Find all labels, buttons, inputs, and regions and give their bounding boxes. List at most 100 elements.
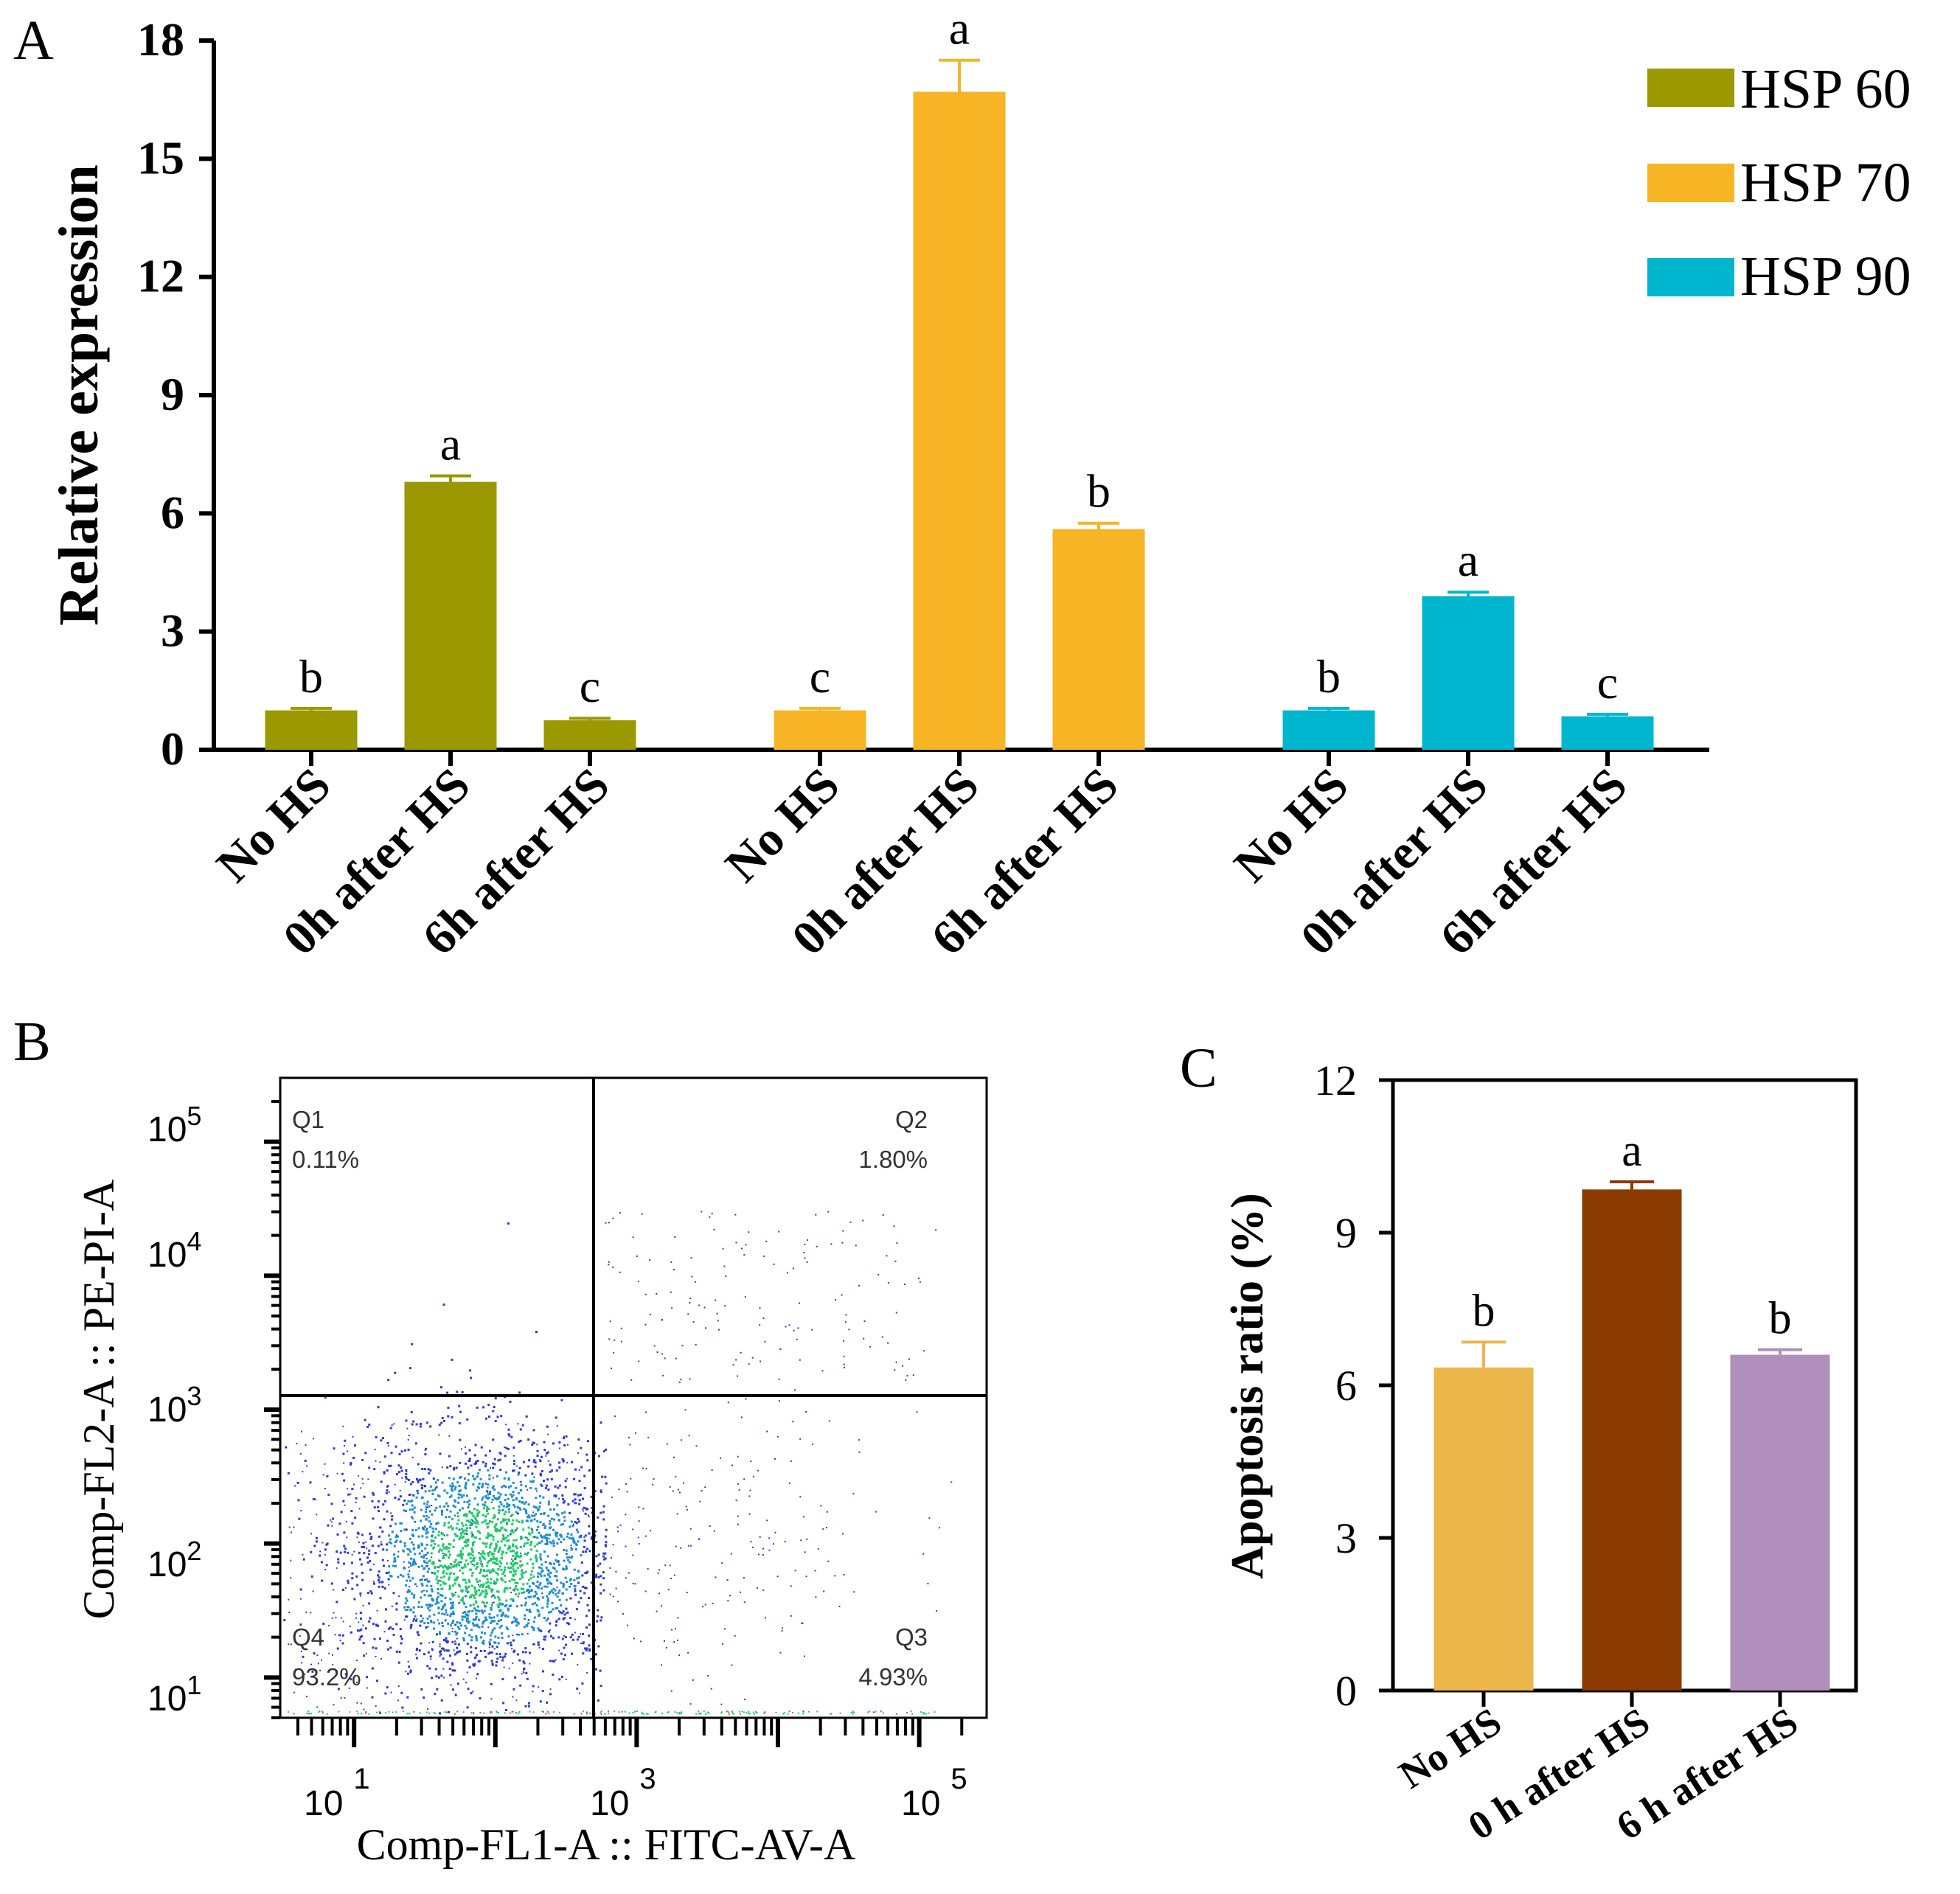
flow-event [748, 1495, 751, 1497]
flow-event [403, 1499, 406, 1502]
flow-event [514, 1620, 517, 1623]
flow-event [525, 1553, 528, 1556]
flow-event [612, 1266, 614, 1268]
flow-event [555, 1620, 558, 1623]
flow-event [642, 1467, 644, 1469]
flow-event [474, 1647, 477, 1650]
flow-event [540, 1512, 543, 1515]
flow-event [875, 1511, 877, 1513]
flow-event [459, 1532, 462, 1535]
flow-event [424, 1449, 426, 1451]
flow-event [740, 1247, 743, 1250]
flow-event [526, 1589, 529, 1592]
flow-event [502, 1534, 505, 1537]
flow-event [536, 1455, 539, 1458]
flow-event [458, 1538, 461, 1541]
flow-event [602, 1511, 605, 1514]
flow-event [428, 1489, 431, 1492]
flow-event [403, 1542, 406, 1545]
flow-event [420, 1578, 423, 1581]
flow-event [692, 1321, 695, 1323]
flow-event [459, 1555, 462, 1558]
flow-event [515, 1554, 518, 1557]
flow-event [611, 1496, 613, 1498]
flow-event [428, 1510, 431, 1513]
flow-event [595, 1555, 598, 1558]
flow-event [428, 1505, 431, 1508]
flow-event [457, 1496, 460, 1499]
flow-event [485, 1618, 488, 1621]
flow-event [563, 1559, 566, 1562]
flow-event [535, 1506, 538, 1509]
flow-event [413, 1594, 416, 1597]
flow-event [887, 1342, 889, 1344]
flow-event [456, 1682, 459, 1685]
flow-event [521, 1651, 524, 1654]
flow-event [549, 1629, 551, 1631]
flow-event [566, 1567, 569, 1570]
flow-event [438, 1434, 440, 1436]
flow-event [584, 1534, 587, 1537]
flow-event [360, 1628, 363, 1631]
flow-event [470, 1523, 473, 1526]
flow-event [409, 1508, 411, 1511]
flow-event [473, 1618, 476, 1621]
flow-event [647, 1567, 649, 1570]
flow-event [409, 1537, 411, 1540]
flow-event [475, 1612, 478, 1615]
flow-event [495, 1664, 498, 1667]
flow-event [489, 1546, 492, 1549]
flow-event [468, 1609, 471, 1612]
flow-event [647, 1713, 649, 1715]
flow-event [549, 1581, 552, 1584]
flow-event [430, 1552, 433, 1555]
flow-event [466, 1617, 469, 1620]
flow-event [542, 1522, 545, 1525]
flow-event [493, 1570, 496, 1573]
flow-event [496, 1558, 498, 1561]
flow-event [503, 1588, 506, 1591]
flow-event [438, 1632, 441, 1635]
flow-event [293, 1713, 295, 1715]
flow-event [484, 1655, 487, 1658]
flow-event [356, 1584, 359, 1587]
flow-event [489, 1533, 492, 1536]
flow-event [316, 1514, 318, 1516]
flow-event [507, 1486, 510, 1489]
flow-event [863, 1320, 866, 1323]
flow-event [584, 1647, 587, 1650]
flow-event [377, 1505, 380, 1508]
flow-event [515, 1539, 518, 1542]
flow-event [546, 1701, 549, 1704]
flow-event [465, 1581, 468, 1584]
flow-event [878, 1273, 880, 1275]
flow-event [469, 1527, 472, 1530]
flow-event [600, 1619, 602, 1622]
flow-event [625, 1577, 627, 1579]
flow-event [799, 1359, 801, 1361]
flow-event [451, 1640, 454, 1643]
flow-event [372, 1563, 375, 1565]
flow-event [475, 1601, 478, 1604]
flow-event [450, 1525, 453, 1528]
flow-event [882, 1214, 884, 1216]
flow-event [516, 1653, 519, 1656]
flow-event [507, 1428, 510, 1431]
flow-event [536, 1609, 539, 1612]
flow-event [451, 1612, 454, 1615]
flow-event [515, 1519, 518, 1522]
flow-event [577, 1635, 580, 1638]
flow-event [580, 1713, 583, 1715]
flow-event [615, 1570, 617, 1573]
flow-event [571, 1638, 574, 1641]
flow-event [426, 1551, 429, 1554]
flow-event [364, 1627, 367, 1630]
flow-event [423, 1567, 425, 1570]
flow-event [527, 1514, 530, 1517]
flow-event [709, 1216, 711, 1218]
flow-event [485, 1586, 488, 1589]
flow-event [565, 1678, 567, 1680]
flow-event [479, 1584, 482, 1587]
legend-swatch-hsp60 [1647, 69, 1734, 107]
flow-event [488, 1616, 491, 1619]
